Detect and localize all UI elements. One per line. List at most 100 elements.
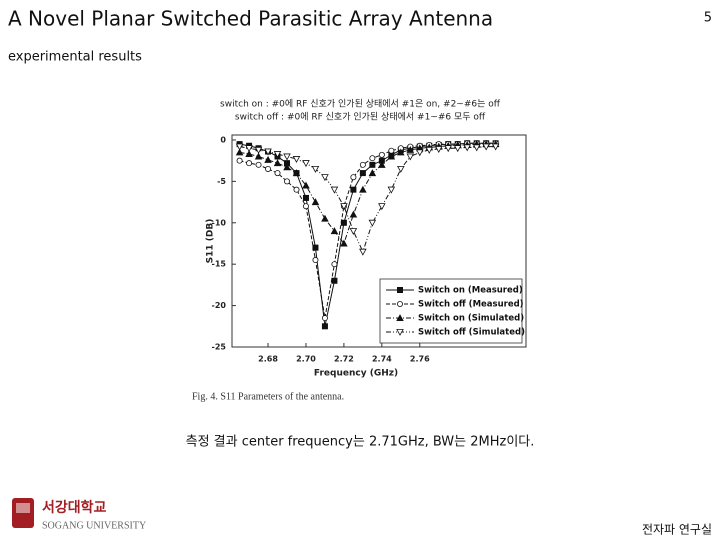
data-point	[283, 163, 291, 171]
logo-emblem-detail	[16, 503, 30, 513]
data-point	[397, 148, 405, 156]
logo-english: SOGANG UNIVERSITY	[42, 520, 146, 531]
data-point	[273, 151, 282, 158]
legend-marker	[396, 329, 404, 336]
data-point	[434, 146, 443, 154]
data-point	[387, 152, 396, 160]
legend-marker	[396, 286, 403, 293]
y-tick-label: -10	[212, 218, 227, 227]
data-point	[359, 161, 366, 168]
data-point	[274, 170, 281, 177]
data-point	[368, 219, 377, 227]
data-point	[236, 157, 243, 164]
y-tick-label: -20	[212, 301, 227, 310]
data-point	[340, 219, 347, 226]
data-point	[340, 239, 348, 247]
data-point	[482, 143, 490, 151]
data-point	[350, 186, 357, 193]
data-point	[254, 152, 263, 160]
note: switch on : #0에 RF 신호가 인가된 상태에서 #1은 on, …	[220, 98, 501, 110]
legend-marker	[396, 300, 403, 307]
data-point	[369, 161, 376, 168]
x-tick-label: 2.72	[334, 355, 354, 364]
data-point	[340, 203, 348, 211]
data-point	[349, 228, 358, 236]
data-point	[245, 150, 253, 158]
data-point	[293, 186, 300, 193]
data-point	[491, 143, 500, 151]
x-tick-label: 2.70	[296, 355, 316, 364]
data-point	[321, 174, 329, 182]
data-point	[406, 153, 415, 161]
series-line	[239, 143, 496, 245]
data-point	[255, 161, 262, 168]
data-point	[283, 153, 291, 161]
logo	[12, 498, 34, 528]
y-tick-label: -25	[212, 343, 227, 352]
legend-label: Switch off (Measured)	[418, 300, 524, 310]
data-point	[331, 261, 338, 268]
legend-label: Switch off (Simulated)	[418, 328, 525, 338]
x-tick-label: 2.74	[372, 355, 392, 364]
data-point	[378, 151, 385, 158]
data-point	[359, 170, 366, 177]
data-point	[245, 145, 253, 153]
data-point	[444, 145, 453, 153]
plot-frame	[231, 134, 527, 348]
data-point	[330, 227, 339, 235]
y-axis-label: S11 (DB)	[206, 219, 216, 264]
legend-label: Switch on (Measured)	[418, 286, 523, 296]
data-point	[302, 203, 309, 210]
data-point	[311, 198, 320, 206]
data-point	[453, 145, 462, 153]
data-point	[416, 149, 424, 157]
data-point	[321, 323, 328, 330]
data-point	[359, 185, 367, 193]
legend-marker	[396, 314, 404, 321]
y-tick-label: -15	[212, 260, 227, 269]
series-line	[239, 146, 496, 254]
data-point	[387, 186, 396, 194]
data-point	[350, 174, 357, 181]
data-point	[463, 144, 471, 152]
data-point	[369, 155, 376, 162]
x-tick-label: 2.68	[258, 355, 278, 364]
data-point	[397, 165, 405, 173]
data-point	[331, 277, 338, 284]
figure-caption: Fig. 4. S11 Parameters of the antenna.	[192, 391, 344, 402]
slide-title: A Novel Planar Switched Parasitic Array …	[8, 7, 493, 31]
data-point	[273, 159, 282, 167]
data-point	[349, 210, 358, 218]
data-point	[472, 144, 481, 152]
data-point	[425, 146, 434, 154]
data-point	[235, 143, 244, 151]
data-point	[378, 203, 386, 211]
subtitle: experimental results	[8, 50, 142, 65]
summary: 측정 결과 center frequency는 2.71GHz, BW는 2MH…	[186, 435, 535, 450]
legend-label: Switch on (Simulated)	[418, 314, 524, 324]
data-point	[284, 178, 291, 185]
data-point	[292, 156, 301, 163]
data-point	[246, 160, 253, 167]
data-point	[302, 181, 310, 189]
data-point	[368, 169, 377, 177]
series-line	[239, 142, 496, 319]
data-point	[254, 146, 263, 154]
data-point	[388, 147, 395, 154]
logo-korean: 서강대학교	[42, 499, 107, 516]
data-point	[321, 214, 329, 222]
data-point	[302, 160, 310, 168]
data-point	[378, 160, 386, 168]
data-point	[264, 155, 272, 163]
data-point	[235, 148, 244, 156]
data-point	[321, 315, 328, 322]
data-point	[311, 165, 320, 173]
data-point	[264, 148, 272, 156]
y-tick-label: -5	[217, 177, 226, 186]
x-axis-label: Frequency (GHz)	[314, 369, 398, 379]
y-tick-label: 0	[220, 135, 226, 144]
data-point	[292, 169, 301, 177]
note: switch off : #0에 RF 신호가 인가된 상태에서 #1~#6 모…	[235, 111, 486, 123]
